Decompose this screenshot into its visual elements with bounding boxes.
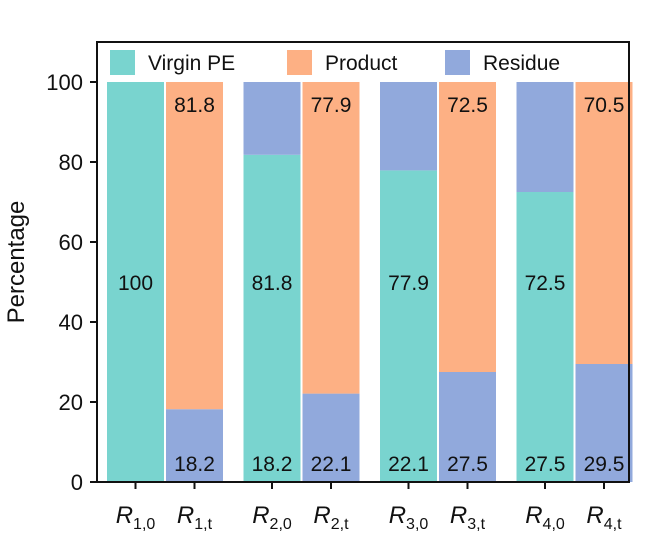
category-subscript: 1,0 bbox=[133, 516, 155, 533]
y-tick-label-60: 60 bbox=[59, 230, 83, 255]
bar-product-8 bbox=[575, 82, 633, 364]
bar-residue-7 bbox=[516, 82, 574, 192]
category-base: R bbox=[525, 502, 542, 529]
category-subscript: 3,t bbox=[467, 516, 485, 533]
category-base: R bbox=[450, 502, 467, 529]
y-tick-label-40: 40 bbox=[59, 310, 83, 335]
plot-frame bbox=[96, 41, 630, 483]
data-label-virgin-pe-7: 72.5 bbox=[525, 272, 566, 295]
x-tick-label-7: R4,0 bbox=[525, 502, 565, 533]
x-tick-label-8: R4,t bbox=[586, 502, 622, 533]
x-tick-label-5: R3,0 bbox=[389, 502, 429, 533]
category-subscript: 4,t bbox=[604, 516, 622, 533]
data-label-product-6: 72.5 bbox=[447, 94, 488, 117]
category-base: R bbox=[177, 502, 194, 529]
bar-residue-4 bbox=[302, 393, 360, 482]
legend: Virgin PE Product Residue bbox=[110, 50, 560, 75]
y-tick-label-80: 80 bbox=[59, 150, 83, 175]
y-tick-label-20: 20 bbox=[59, 390, 83, 415]
x-tick-label-6: R3,t bbox=[450, 502, 486, 533]
category-subscript: 2,t bbox=[331, 516, 349, 533]
category-base: R bbox=[116, 502, 133, 529]
legend-swatch-virgin-pe bbox=[110, 50, 135, 75]
legend-label-product: Product bbox=[325, 52, 398, 75]
legend-label-residue: Residue bbox=[483, 52, 560, 75]
category-subscript: 1,t bbox=[194, 516, 212, 533]
data-label-residue-5: 22.1 bbox=[388, 453, 429, 476]
bar-residue-5 bbox=[380, 82, 437, 171]
bar-virgin-pe-3 bbox=[243, 154, 301, 483]
category-subscript: 4,0 bbox=[543, 516, 565, 533]
legend-label-virgin-pe: Virgin PE bbox=[148, 52, 235, 75]
bar-residue-2 bbox=[166, 409, 223, 482]
data-label-product-2: 81.8 bbox=[174, 94, 215, 117]
bar-virgin-pe-7 bbox=[516, 192, 574, 482]
y-tick-label-0: 0 bbox=[71, 470, 83, 495]
data-label-residue-2: 18.2 bbox=[174, 453, 215, 476]
category-subscript: 3,0 bbox=[406, 516, 428, 533]
data-label-virgin-pe-1: 100 bbox=[118, 272, 153, 295]
data-labels-group: 100 81.8 18.2 81.8 18.2 77.9 22.1 77.9 22.1 72.5 2… bbox=[118, 94, 624, 476]
y-axis-title: Percentage bbox=[3, 201, 30, 324]
bars-group bbox=[107, 82, 633, 483]
bar-virgin-pe-1 bbox=[107, 82, 164, 482]
data-label-product-4: 77.9 bbox=[311, 94, 352, 117]
category-base: R bbox=[252, 502, 269, 529]
bar-residue-3 bbox=[243, 82, 301, 155]
data-label-product-8: 70.5 bbox=[584, 94, 625, 117]
data-label-residue-6: 27.5 bbox=[447, 453, 488, 476]
bar-virgin-pe-5 bbox=[380, 170, 437, 482]
data-label-residue-7: 27.5 bbox=[525, 453, 566, 476]
bar-product-4 bbox=[302, 82, 360, 394]
data-label-virgin-pe-3: 81.8 bbox=[252, 272, 293, 295]
x-tick-label-1: R1,0 bbox=[116, 502, 156, 533]
y-tick-label-100: 100 bbox=[46, 70, 83, 95]
legend-swatch-product bbox=[287, 50, 312, 75]
data-label-residue-4: 22.1 bbox=[311, 453, 352, 476]
data-label-residue-8: 29.5 bbox=[584, 453, 625, 476]
category-base: R bbox=[586, 502, 603, 529]
data-label-residue-3: 18.2 bbox=[252, 453, 293, 476]
category-subscript: 2,0 bbox=[270, 516, 292, 533]
legend-swatch-residue bbox=[445, 50, 470, 75]
x-tick-label-3: R2,0 bbox=[252, 502, 292, 533]
bar-product-6 bbox=[439, 82, 496, 372]
category-base: R bbox=[389, 502, 406, 529]
data-label-virgin-pe-5: 77.9 bbox=[388, 272, 429, 295]
bar-residue-6 bbox=[439, 372, 496, 482]
x-tick-label-2: R1,t bbox=[177, 502, 213, 533]
bar-residue-8 bbox=[575, 364, 633, 482]
bar-product-2 bbox=[166, 82, 223, 410]
x-tick-label-4: R2,t bbox=[313, 502, 349, 533]
category-base: R bbox=[313, 502, 330, 529]
